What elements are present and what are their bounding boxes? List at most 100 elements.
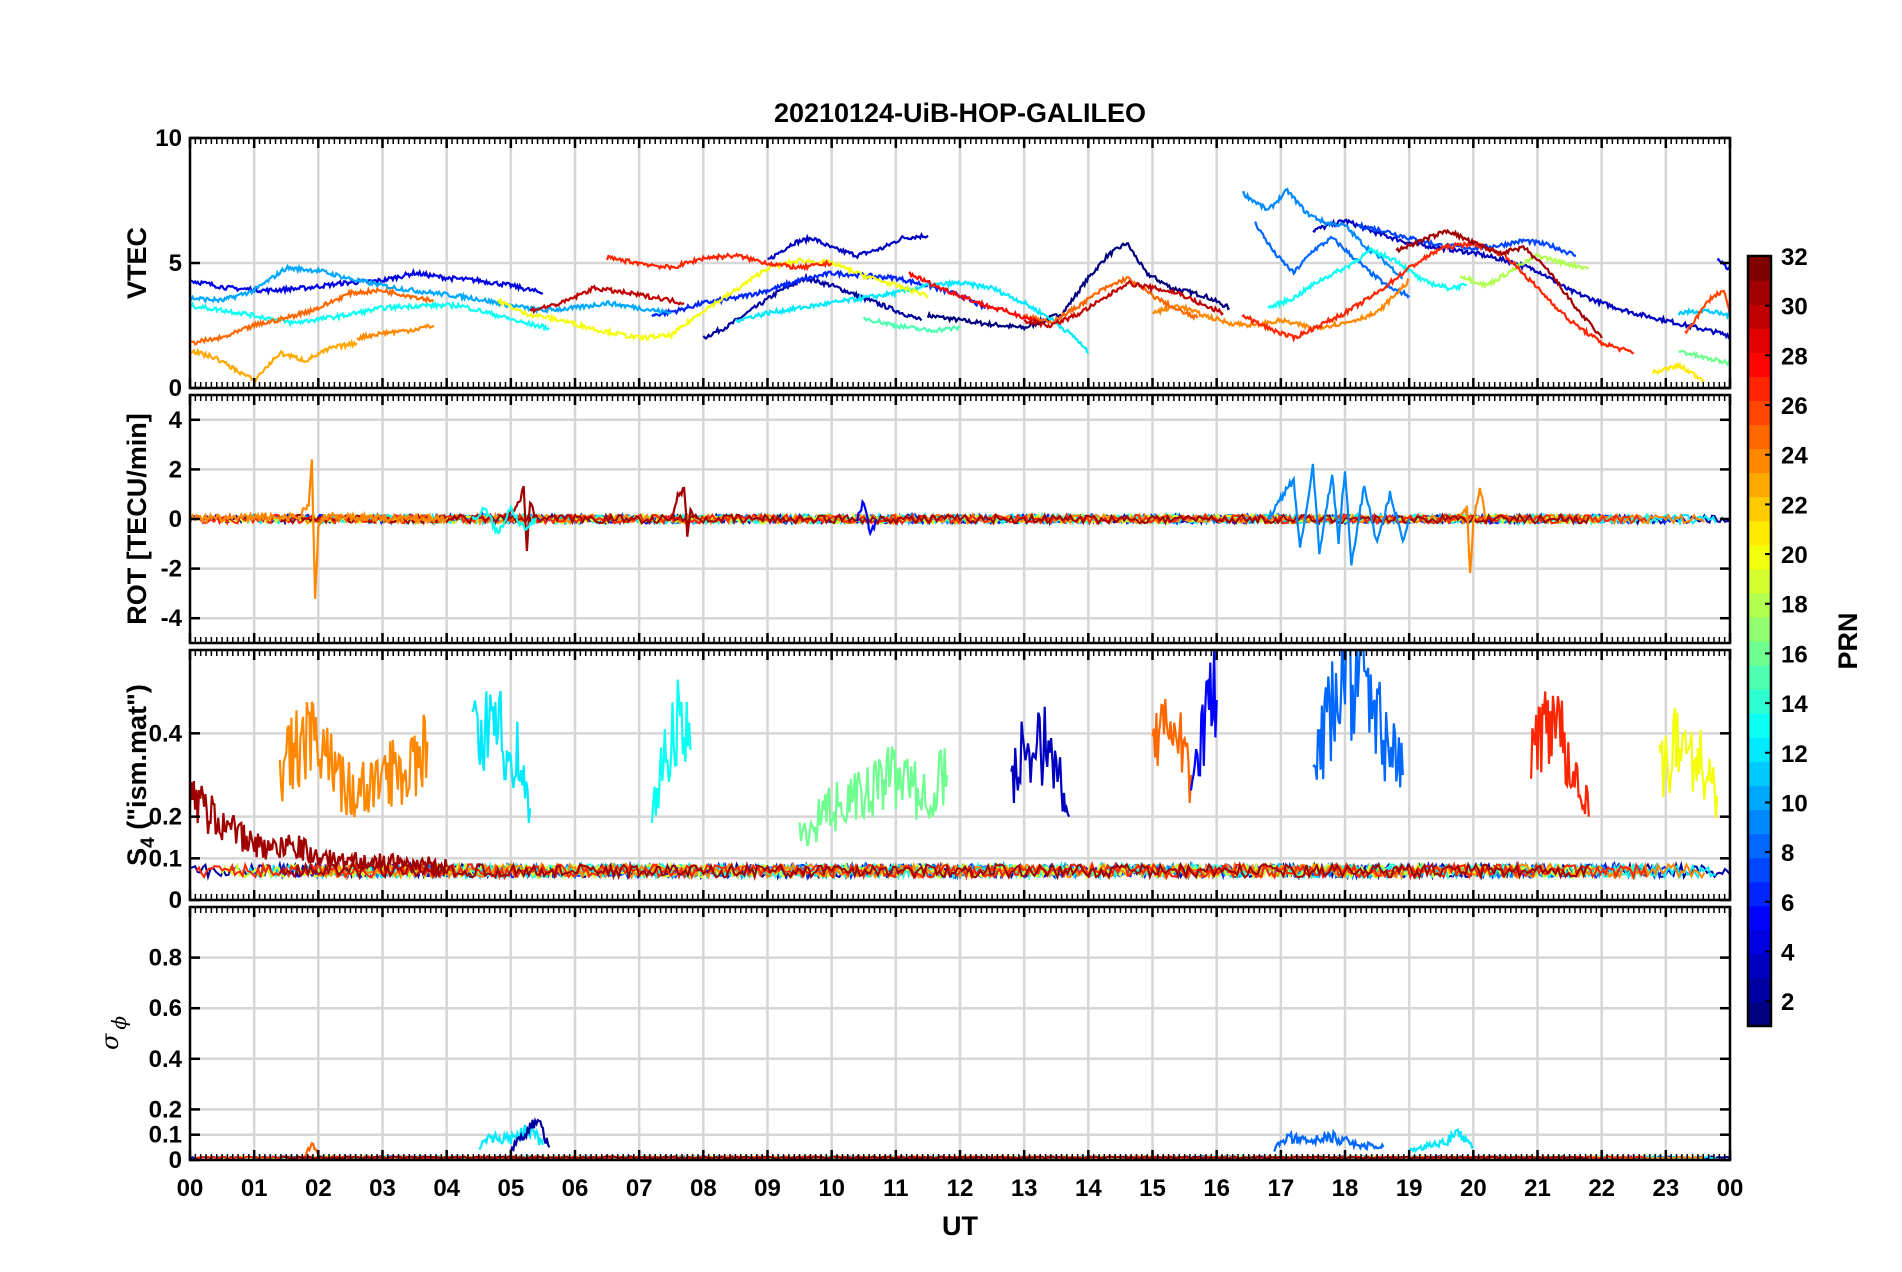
s4-ytick-label: 0 xyxy=(169,887,182,914)
sigma_phi-grid xyxy=(190,907,1730,1160)
x-axis-label: UT xyxy=(942,1211,978,1241)
vtec-series-prn-10 xyxy=(190,263,672,315)
x-tick-label: 16 xyxy=(1203,1175,1230,1202)
vtec-series-prn-1 xyxy=(926,242,1231,332)
colorbar-band xyxy=(1748,881,1771,907)
rot-series-prn-31 xyxy=(503,485,537,552)
sigma_phi-series-prn-2 xyxy=(509,1116,551,1153)
colorbar-band xyxy=(1748,616,1771,642)
colorbar-band xyxy=(1748,496,1771,522)
rot-series-prn-9 xyxy=(1267,463,1411,566)
vtec-ytick-label: 5 xyxy=(169,250,182,277)
rot-ytick-label: 2 xyxy=(169,456,182,483)
colorbar-band xyxy=(1748,713,1771,738)
sigma_phi-series-prn-25 xyxy=(304,1141,320,1157)
x-tick-label: 20 xyxy=(1460,1175,1487,1202)
colorbar-tick-label: 4 xyxy=(1781,939,1795,966)
sigma_phi-ytick-label: 0.2 xyxy=(149,1096,182,1123)
rot-ytick-label: -4 xyxy=(161,605,183,632)
x-tick-label: 05 xyxy=(497,1175,524,1202)
sigma_phi-ytick-label: 0 xyxy=(169,1147,182,1174)
s4-series-prn-20 xyxy=(1658,707,1719,818)
rot-series-prn-24 xyxy=(1459,487,1488,574)
panel-vtec: 0 5 10 VTEC xyxy=(122,125,1732,402)
x-tick-label: 01 xyxy=(241,1175,268,1202)
colorbar-band xyxy=(1748,568,1771,594)
colorbar-tick-label: 20 xyxy=(1781,542,1808,569)
vtec-series-prn-26 xyxy=(1684,289,1730,335)
vtec-series-prn-18 xyxy=(1459,252,1590,290)
x-tick-label: 21 xyxy=(1524,1175,1551,1202)
vtec-series-prn-12 xyxy=(734,278,1089,354)
s4-ticks: 0 0.1 0.2 0.4 xyxy=(149,650,1732,914)
colorbar-band xyxy=(1748,304,1771,329)
x-tick-label: 06 xyxy=(562,1175,589,1202)
colorbar-band xyxy=(1748,761,1771,786)
sigma_phi-ytick-label: 0.4 xyxy=(149,1046,183,1073)
vtec-series-prn-27 xyxy=(1241,240,1634,355)
colorbar-tick-label: 2 xyxy=(1781,989,1794,1016)
s4-series-prn-3 xyxy=(1010,706,1071,818)
x-tick-label: 23 xyxy=(1652,1175,1679,1202)
s4-ylabel-main: S xyxy=(122,848,152,866)
colorbar-tick-label: 26 xyxy=(1781,393,1808,420)
colorbar-band xyxy=(1748,1001,1771,1027)
s4-ylabel-suffix: ("ism.mat") xyxy=(122,684,152,837)
rot-series-prn-5 xyxy=(856,498,878,537)
colorbar-band xyxy=(1748,424,1771,450)
sigma_phi-baseline-series xyxy=(279,1155,1590,1160)
rot-ytick-label: 4 xyxy=(169,407,183,434)
colorbar-band xyxy=(1748,929,1771,955)
colorbar-tick-label: 30 xyxy=(1781,294,1808,321)
x-tick-label: 00 xyxy=(177,1175,204,1202)
s4-ytick-label: 0.1 xyxy=(149,845,182,872)
colorbar-tick-label: 18 xyxy=(1781,592,1808,619)
s4-baseline-series xyxy=(278,860,1590,881)
vtec-series-prn-28 xyxy=(908,271,1038,322)
vtec-ticks: 0 5 10 xyxy=(155,125,1732,402)
x-tick-label: 02 xyxy=(305,1175,332,1202)
x-tick-label: 17 xyxy=(1267,1175,1294,1202)
sigma_phi-ytick-label: 0.6 xyxy=(149,995,182,1022)
x-tick-label: 18 xyxy=(1332,1175,1359,1202)
s4-series xyxy=(190,650,1730,882)
colorbar-band xyxy=(1748,857,1771,883)
chart-title: 20210124-UiB-HOP-GALILEO xyxy=(774,98,1146,128)
vtec-series-prn-23 xyxy=(190,338,358,384)
vtec-series-prn-7 xyxy=(1357,221,1577,257)
colorbar-tick-label: 10 xyxy=(1781,790,1808,817)
vtec-series-prn-30 xyxy=(1023,279,1224,329)
colorbar-band xyxy=(1748,785,1771,811)
colorbar-gradient xyxy=(1748,256,1771,1027)
vtec-series-prn-15 xyxy=(862,316,961,334)
x-tick-label: 12 xyxy=(947,1175,974,1202)
x-tick-label: 22 xyxy=(1588,1175,1615,1202)
vtec-series-prn-30 xyxy=(529,284,685,315)
colorbar-band xyxy=(1748,376,1771,401)
x-tick-label: 19 xyxy=(1396,1175,1423,1202)
colorbar-band xyxy=(1748,256,1771,281)
vtec-ylabel: VTEC xyxy=(122,227,152,299)
sigma_phi-ytick-label: 0.8 xyxy=(149,945,182,972)
vtec-ytick-label: 10 xyxy=(155,125,182,152)
vtec-series-prn-6 xyxy=(651,269,987,318)
colorbar-band xyxy=(1748,544,1771,570)
s4-series-prn-25 xyxy=(1151,698,1193,804)
colorbar-band xyxy=(1748,977,1771,1003)
s4-series-prn-27 xyxy=(1530,691,1590,817)
s4-series-prn-8 xyxy=(1312,650,1404,788)
sigma_phi-series-prn-8 xyxy=(1273,1128,1385,1152)
x-tick-label: 00 xyxy=(1717,1175,1744,1202)
x-tick-label: 04 xyxy=(433,1175,460,1202)
x-tick-label: 09 xyxy=(754,1175,781,1202)
vtec-series-prn-11 xyxy=(1677,307,1730,321)
colorbar-label: PRN xyxy=(1833,612,1863,669)
colorbar-band xyxy=(1748,280,1771,305)
rot-series xyxy=(190,459,1730,599)
rot-ylabel: ROT [TECU/min] xyxy=(122,413,152,624)
vtec-series-prn-16 xyxy=(1678,349,1730,367)
s4-series-prn-16 xyxy=(798,746,949,847)
colorbar-band xyxy=(1748,737,1771,762)
s4-series-prn-24 xyxy=(278,701,429,818)
